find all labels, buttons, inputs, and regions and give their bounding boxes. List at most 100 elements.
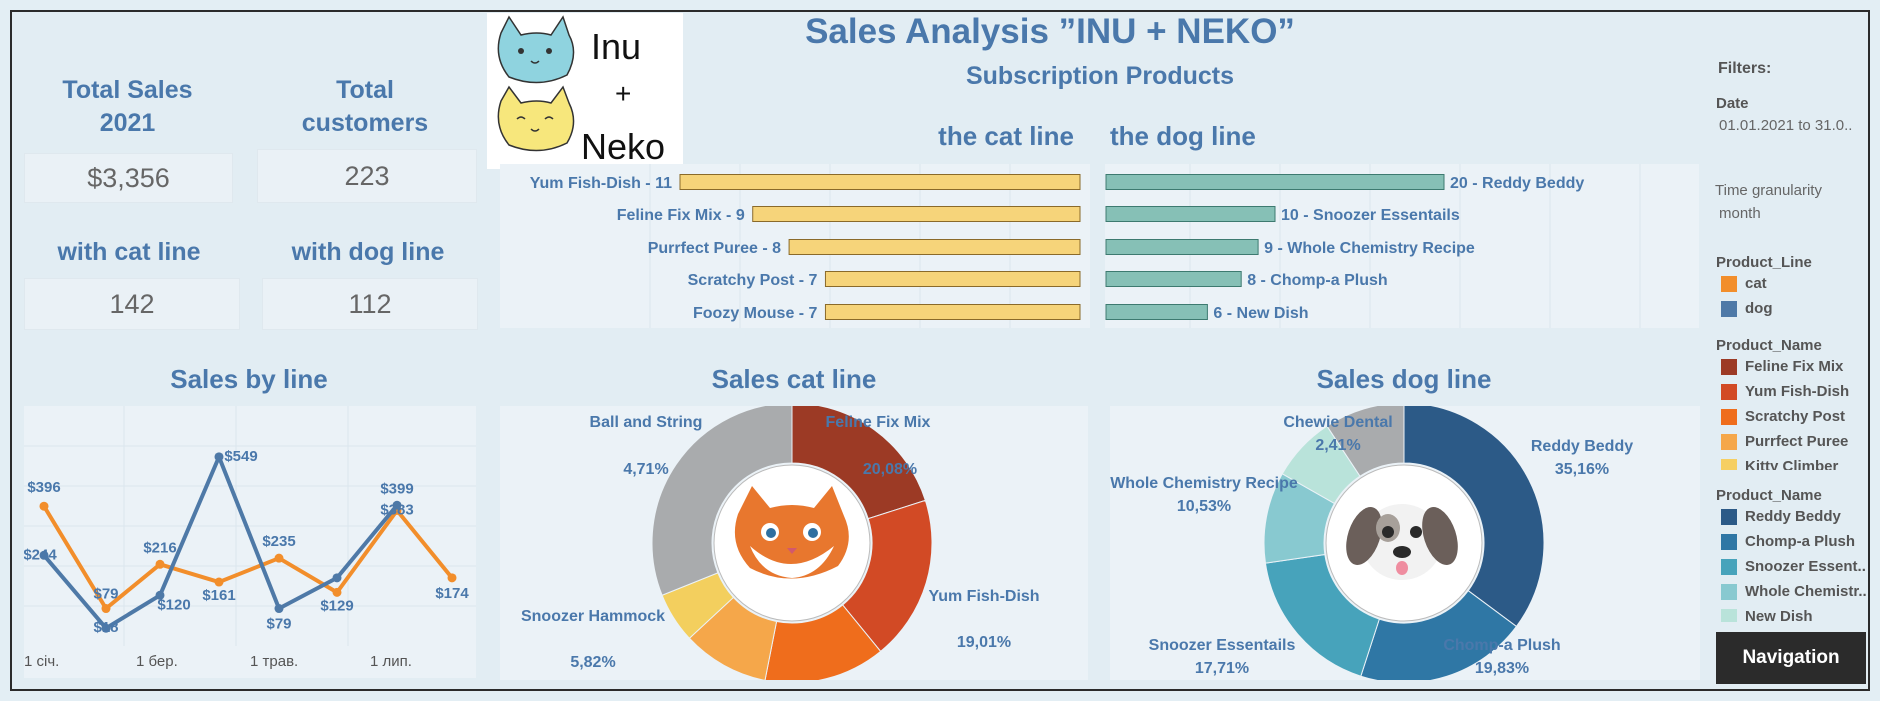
legend-label: Whole Chemistr.. — [1745, 583, 1867, 600]
dog-bar[interactable] — [1105, 271, 1242, 287]
legend-label: dog — [1745, 300, 1773, 317]
dog-bar[interactable] — [1105, 206, 1276, 222]
line-point-dog[interactable] — [274, 604, 284, 614]
line-point-cat[interactable] — [39, 501, 49, 511]
dog-bar[interactable] — [1105, 304, 1208, 320]
legend-item[interactable]: Purrfect Puree — [1721, 433, 1870, 453]
line-point-dog[interactable] — [101, 623, 111, 633]
total-customers-value: 223 — [257, 149, 477, 203]
line-point-cat[interactable] — [214, 577, 224, 587]
legend-item[interactable]: Yum Fish-Dish — [1721, 383, 1870, 403]
legend-swatch — [1721, 276, 1737, 293]
line-point-dog[interactable] — [214, 452, 224, 462]
date-filter-value[interactable]: 01.01.2021 to 31.0.. — [1719, 117, 1853, 134]
legend-label: Yum Fish-Dish — [1745, 383, 1850, 400]
granularity-value[interactable]: month — [1719, 205, 1761, 222]
donut-slice-name: Reddy Beddy — [1531, 438, 1633, 455]
dog-products-legend: Reddy Beddy Chomp-a Plush Snoozer Essent..… — [1716, 508, 1870, 622]
dog-bar[interactable] — [1105, 239, 1259, 255]
line-data-label: $174 — [435, 585, 469, 602]
cat-products-legend-title: Product_Name — [1716, 337, 1822, 354]
dog-bars-title: the dog line — [1110, 121, 1256, 151]
legend-item[interactable]: Kitty Climber — [1721, 458, 1870, 470]
donut-slice-percent: 4,71% — [623, 461, 668, 478]
cat-bar[interactable] — [788, 239, 1081, 255]
line-data-label: $18 — [93, 619, 118, 636]
cat-bar-label: Feline Fix Mix - 9 — [617, 207, 745, 224]
dog-bar-label: 9 - Whole Chemistry Recipe — [1264, 240, 1475, 257]
legend-swatch — [1721, 459, 1737, 470]
line-data-label: $549 — [224, 448, 257, 465]
legend-item[interactable]: Snoozer Essent.. — [1721, 558, 1870, 578]
legend-item[interactable]: Whole Chemistr.. — [1721, 583, 1870, 603]
donut-slice[interactable] — [651, 406, 793, 596]
line-data-label: $216 — [143, 539, 176, 556]
x-tick-label: 1 трав. — [250, 653, 298, 670]
legend-label: cat — [1745, 275, 1767, 292]
donut-slice-percent: 5,82% — [570, 654, 615, 671]
donut-slice-name: Yum Fish-Dish — [928, 588, 1039, 605]
legend-label: Purrfect Puree — [1745, 433, 1849, 450]
x-tick-label: 1 бер. — [136, 653, 178, 670]
line-data-label: $161 — [202, 587, 235, 604]
line-data-label: $79 — [93, 586, 118, 603]
donut-slice[interactable] — [1403, 406, 1545, 628]
granularity-label: Time granularity — [1715, 182, 1822, 199]
cat-bar-label: Purrfect Puree - 8 — [648, 240, 781, 257]
legend-item[interactable]: Reddy Beddy — [1721, 508, 1870, 528]
legend-item[interactable]: dog — [1721, 300, 1871, 320]
sales-by-line-chart: $396$79$216$161$235$129$383$174$244$18$1… — [24, 406, 476, 678]
donut-slice[interactable] — [1326, 406, 1405, 477]
donut-slice-name: Snoozer Hammock — [521, 608, 665, 625]
brand-logo: Inu + Neko — [487, 13, 683, 169]
cat-bar[interactable] — [679, 174, 1081, 190]
legend-item[interactable]: cat — [1721, 275, 1871, 295]
dog-bar-label: 10 - Snoozer Essentails — [1281, 207, 1460, 224]
line-point-dog[interactable] — [392, 500, 402, 510]
cat-bar[interactable] — [824, 271, 1081, 287]
legend-label: Reddy Beddy — [1745, 508, 1841, 525]
cat-line-value: 142 — [24, 278, 240, 330]
cat-bar-chart: Yum Fish-Dish - 11 Feline Fix Mix - 9 Purr… — [530, 164, 1081, 328]
donut-slice-percent: 10,53% — [1177, 498, 1231, 515]
dog-line-title: with dog line — [291, 238, 445, 266]
dog-products-legend-title: Product_Name — [1716, 487, 1822, 504]
line-point-cat[interactable] — [155, 559, 165, 569]
legend-swatch — [1721, 509, 1737, 526]
sales-cat-donut: Feline Fix Mix 20,08% Yum Fish-Dish 19,01% S… — [500, 406, 1088, 680]
donut-slice-name: Chewie Dental — [1283, 414, 1392, 431]
line-point-cat[interactable] — [332, 587, 342, 597]
cat-bar[interactable] — [824, 304, 1081, 320]
cat-bar-label: Scratchy Post - 7 — [688, 272, 818, 289]
donut-slice-name: Snoozer Essentails — [1149, 637, 1296, 654]
logo-text-plus: + — [615, 78, 631, 109]
line-point-dog[interactable] — [332, 573, 342, 583]
legend-item[interactable]: Feline Fix Mix — [1721, 358, 1870, 378]
legend-swatch — [1721, 409, 1737, 426]
legend-swatch — [1721, 559, 1737, 576]
line-point-dog[interactable] — [155, 590, 165, 600]
cat-bar-label: Foozy Mouse - 7 — [693, 305, 818, 322]
navigation-button[interactable]: Navigation — [1716, 632, 1866, 684]
sales-dog-title: Sales dog line — [1316, 364, 1492, 394]
donut-slice-percent: 35,16% — [1555, 461, 1609, 478]
date-filter-label: Date — [1716, 95, 1749, 112]
donut-slice[interactable] — [764, 604, 882, 680]
legend-swatch — [1721, 434, 1737, 451]
line-point-cat[interactable] — [274, 553, 284, 563]
legend-item[interactable]: Scratchy Post — [1721, 408, 1870, 428]
dog-bar-label: 6 - New Dish — [1213, 305, 1308, 322]
filters-heading: Filters: — [1718, 60, 1772, 77]
donut-slice-percent: 17,71% — [1195, 660, 1249, 677]
legend-item[interactable]: Chomp-a Plush — [1721, 533, 1870, 553]
line-point-dog[interactable] — [39, 550, 49, 560]
total-customers-title: Total customers — [301, 76, 429, 137]
cat-bar[interactable] — [752, 206, 1081, 222]
dog-bar[interactable] — [1105, 174, 1445, 190]
legend-label: Chomp-a Plush — [1745, 533, 1856, 550]
line-data-label: $120 — [157, 596, 190, 613]
legend-item[interactable]: New Dish — [1721, 608, 1870, 622]
line-point-cat[interactable] — [101, 604, 111, 614]
line-point-cat[interactable] — [447, 573, 457, 583]
donut-slice-name: Ball and String — [590, 414, 703, 431]
